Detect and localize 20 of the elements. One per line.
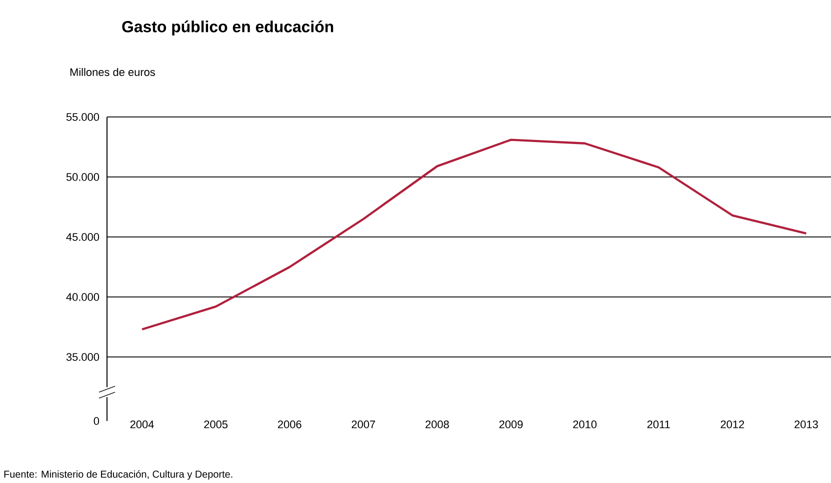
- y-tick-label: 35.000: [66, 353, 100, 361]
- x-tick-label: 2008: [426, 420, 449, 428]
- text: 0: [94, 417, 100, 425]
- source-note: Fuente: Ministerio de Educación, Cultura y Deporte.: [4, 470, 232, 480]
- line-series: [140, 138, 808, 330]
- x-tick-label: 2013: [794, 420, 818, 428]
- x-tick-label: 2006: [278, 420, 302, 428]
- y-tick-label: 45.000: [66, 233, 100, 241]
- x-tick-label: 2010: [573, 420, 597, 428]
- x-tick-label: 2005: [204, 420, 228, 428]
- x-tick-label: 2007: [352, 420, 376, 428]
- x-tick-label: 2012: [720, 420, 744, 428]
- y-tick-label: 55.000: [66, 113, 100, 121]
- y-axis-title: Millones de euros: [70, 68, 155, 76]
- x-tick-label: 2009: [499, 420, 523, 428]
- x-tick-label: 2011: [647, 420, 670, 428]
- y-tick-label: 40.000: [66, 293, 100, 301]
- chart-title: Gasto público en educación: [122, 20, 334, 36]
- y-tick-label: 50.000: [66, 173, 100, 181]
- x-tick-label: 2004: [130, 420, 154, 428]
